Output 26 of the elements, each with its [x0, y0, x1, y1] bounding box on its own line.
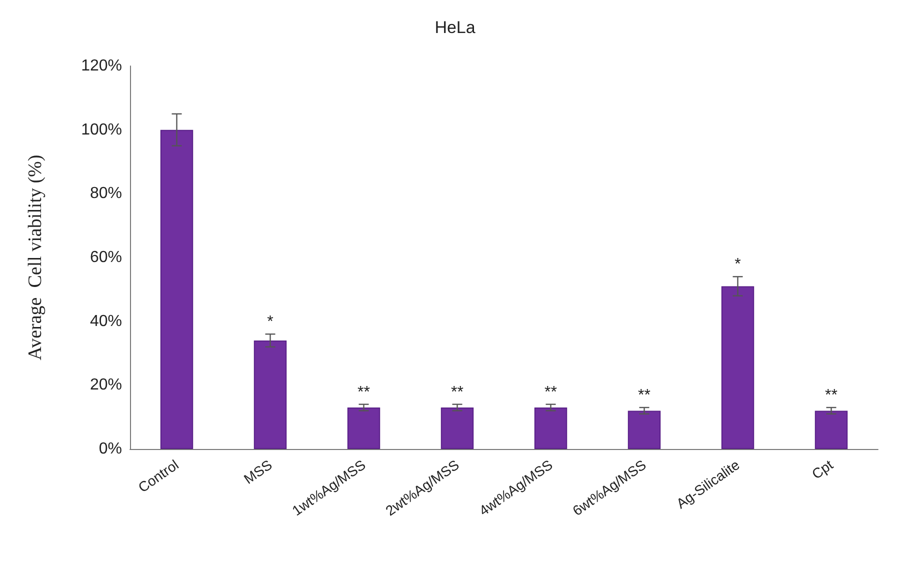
annotation: *: [267, 314, 274, 331]
y-tick-label: 20%: [90, 376, 122, 394]
bar: [628, 410, 661, 449]
bar: [440, 408, 474, 449]
bar: [347, 408, 380, 449]
bar: [534, 408, 568, 449]
y-tick-label: 80%: [90, 185, 122, 202]
annotation: **: [544, 384, 557, 401]
annotation: *: [734, 256, 741, 274]
x-tick-label: MSS: [240, 456, 275, 487]
y-tick-label: 0%: [98, 440, 122, 458]
bar: [160, 130, 194, 449]
y-tick-label: 100%: [81, 121, 122, 138]
bar: [254, 340, 287, 449]
bar: [721, 286, 754, 449]
annotation: **: [638, 387, 650, 404]
annotation: **: [358, 384, 370, 401]
y-axis-title: Average Cell viability (%): [25, 154, 46, 360]
annotation: **: [451, 384, 464, 401]
y-tick-label: 120%: [81, 58, 122, 74]
y-tick-label: 60%: [90, 249, 122, 266]
x-tick-label: Cpt: [808, 456, 836, 482]
y-tick-label: 40%: [90, 312, 122, 330]
chart-title: HeLa: [434, 18, 476, 37]
bar: [814, 410, 848, 449]
annotation: **: [825, 387, 838, 404]
